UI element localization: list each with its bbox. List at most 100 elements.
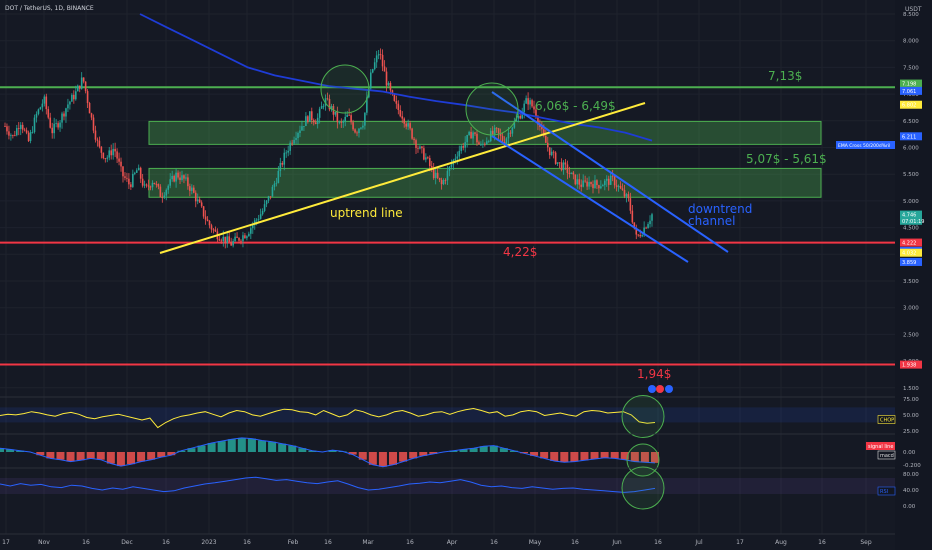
candle-body bbox=[161, 197, 164, 198]
candle-body bbox=[615, 185, 618, 187]
macd-bar bbox=[137, 452, 146, 462]
candle-body bbox=[289, 142, 291, 151]
candle-body bbox=[232, 241, 234, 246]
time-tick-label: 16 bbox=[654, 539, 662, 546]
price-tag-text: 4.746 bbox=[902, 213, 916, 219]
downtrend-channel-upper[interactable] bbox=[491, 91, 729, 253]
candle-body bbox=[171, 175, 173, 180]
support-zones bbox=[148, 120, 822, 198]
candle-body bbox=[362, 125, 364, 128]
price-candles bbox=[4, 48, 653, 249]
time-tick-label: Sep bbox=[860, 539, 872, 546]
candle-body bbox=[41, 103, 44, 108]
candle-body bbox=[21, 124, 24, 130]
candle-body bbox=[222, 236, 225, 242]
candle-body bbox=[92, 117, 95, 131]
candle-body bbox=[450, 164, 453, 167]
downtrend-channel-lower[interactable] bbox=[491, 135, 689, 263]
time-tick-label: 16 bbox=[243, 539, 251, 546]
candle-body bbox=[312, 120, 315, 123]
candle-body bbox=[71, 94, 73, 102]
candle-body bbox=[375, 55, 378, 63]
time-tick-label: 16 bbox=[818, 539, 826, 546]
time-tick-label: 17 bbox=[2, 539, 10, 546]
candle-body bbox=[432, 167, 435, 179]
label-level-4-22: 4,22$ bbox=[503, 245, 537, 259]
event-badges[interactable] bbox=[648, 385, 673, 393]
candle-body bbox=[159, 186, 162, 198]
time-tick-label: 17 bbox=[736, 539, 744, 546]
macd-bar bbox=[96, 452, 105, 460]
candle-body bbox=[265, 200, 268, 205]
macd-bar bbox=[328, 450, 337, 452]
macd-bar bbox=[459, 449, 468, 452]
chop-band bbox=[0, 407, 895, 423]
candle-body bbox=[149, 186, 152, 188]
macd-bar bbox=[76, 452, 85, 461]
candle-body bbox=[84, 81, 87, 92]
candle-body bbox=[588, 182, 590, 187]
candle-body bbox=[29, 132, 32, 142]
price-tick-label: 8.500 bbox=[903, 12, 919, 18]
candle-body bbox=[334, 111, 337, 115]
macd-bar bbox=[177, 450, 186, 452]
candle-body bbox=[360, 127, 362, 129]
candle-body bbox=[552, 151, 555, 153]
candle-body bbox=[273, 183, 276, 187]
candle-body bbox=[238, 237, 240, 241]
price-tick-label: 8.000 bbox=[903, 39, 919, 45]
macd-bar bbox=[590, 452, 599, 460]
macd-bar bbox=[389, 452, 397, 465]
candle-body bbox=[466, 135, 468, 143]
candle-body bbox=[635, 228, 638, 235]
candle-body bbox=[393, 94, 396, 101]
uptrend-line[interactable] bbox=[159, 102, 646, 254]
candle-body bbox=[590, 182, 592, 185]
candle-body bbox=[100, 146, 103, 153]
indicator-tick: 25.00 bbox=[903, 429, 919, 435]
macd-bar bbox=[237, 437, 246, 452]
candle-body bbox=[639, 235, 642, 237]
macd-bar bbox=[6, 449, 15, 452]
price-tick-label: 7.000 bbox=[903, 92, 919, 98]
symbol-title[interactable]: DOT / TetherUS, 1D, BINANCE bbox=[5, 5, 94, 12]
candle-body bbox=[314, 122, 317, 125]
candle-body bbox=[541, 126, 543, 130]
candle-body bbox=[391, 90, 394, 95]
candle-body bbox=[497, 128, 500, 134]
candle-body bbox=[47, 109, 50, 118]
candle-body bbox=[244, 235, 246, 239]
macd-bar bbox=[520, 452, 528, 454]
time-tick-label: Jul bbox=[694, 539, 703, 546]
time-tick-label: Mar bbox=[362, 539, 374, 546]
candle-body bbox=[623, 189, 626, 197]
candle-body bbox=[15, 128, 18, 136]
price-tag bbox=[900, 79, 922, 88]
macd-bar bbox=[419, 452, 428, 456]
candle-body bbox=[539, 124, 541, 127]
candle-body bbox=[96, 139, 99, 141]
candle-body bbox=[275, 182, 278, 184]
candle-body bbox=[373, 62, 376, 70]
ema-legend-text: EMA Cross 50/200d%ril bbox=[838, 143, 890, 149]
candle-body bbox=[436, 172, 439, 178]
candle-body bbox=[419, 146, 421, 149]
candle-body bbox=[307, 116, 309, 122]
candle-body bbox=[421, 146, 423, 149]
candle-body bbox=[560, 162, 563, 171]
candle-body bbox=[135, 170, 138, 173]
candle-body bbox=[401, 116, 404, 119]
candle-body bbox=[586, 181, 588, 187]
candle-body bbox=[513, 121, 516, 128]
candle-body bbox=[627, 194, 630, 199]
candle-body bbox=[230, 241, 232, 246]
indicator-name: CHOP bbox=[880, 418, 894, 424]
candle-body bbox=[446, 170, 449, 181]
candle-body bbox=[328, 98, 331, 110]
candle-body bbox=[65, 108, 67, 117]
candle-body bbox=[491, 130, 494, 135]
candle-body bbox=[210, 225, 213, 230]
candle-body bbox=[57, 123, 59, 128]
candle-body bbox=[558, 162, 561, 164]
